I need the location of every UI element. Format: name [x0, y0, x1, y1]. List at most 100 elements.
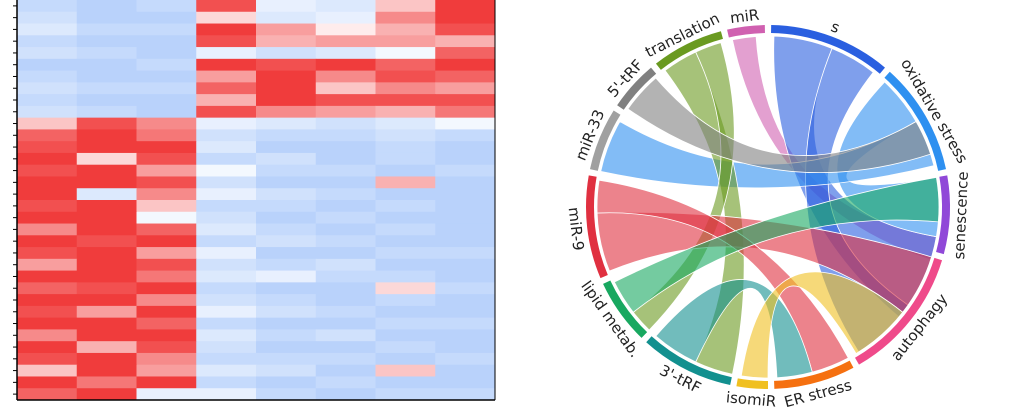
- heatmap-cell: [256, 258, 317, 272]
- heatmap-cell: [256, 94, 317, 107]
- heatmap-cell: [375, 388, 436, 401]
- heatmap-cell: [196, 129, 257, 142]
- chord-segment: [655, 31, 723, 70]
- heatmap-cell: [315, 341, 376, 354]
- heatmap-cell: [435, 105, 496, 119]
- heatmap-cell: [315, 141, 376, 154]
- heatmap-cell: [315, 364, 376, 377]
- heatmap-cell: [17, 94, 78, 107]
- segment-label: miR: [729, 6, 760, 27]
- heatmap-cell: [76, 164, 137, 177]
- heatmap-cell: [315, 35, 376, 48]
- heatmap-cell: [196, 317, 257, 330]
- heatmap-cell: [136, 247, 197, 260]
- heatmap-cell: [136, 35, 197, 48]
- heatmap-cell: [256, 282, 317, 295]
- heatmap-cell: [315, 388, 376, 401]
- heatmap-cell: [315, 152, 376, 166]
- heatmap-cell: [375, 305, 436, 319]
- heatmap-cell: [256, 152, 317, 166]
- heatmap-cell: [136, 117, 197, 130]
- heatmap-cell: [315, 82, 376, 95]
- heatmap-cell: [256, 70, 317, 83]
- heatmap-cell: [76, 270, 137, 283]
- heatmap-cell: [136, 105, 197, 119]
- heatmap-cell: [315, 58, 376, 72]
- heatmap-cell: [375, 247, 436, 260]
- chord-segment: [736, 378, 768, 389]
- heatmap-cell: [315, 329, 376, 342]
- heatmap-cell: [435, 258, 496, 272]
- chord-segment: [855, 257, 943, 365]
- heatmap-cell: [136, 258, 197, 272]
- heatmap-cell: [435, 0, 496, 13]
- heatmap-cell: [196, 11, 257, 25]
- heatmap-cell: [315, 247, 376, 260]
- heatmap-cell: [435, 129, 496, 142]
- heatmap-cell: [315, 235, 376, 248]
- heatmap-cell: [435, 317, 496, 330]
- heatmap-cell: [435, 211, 496, 225]
- heatmap-cell: [315, 223, 376, 236]
- heatmap-cell: [256, 388, 317, 401]
- heatmap-cell: [435, 23, 496, 36]
- heatmap-cell: [17, 223, 78, 236]
- heatmap-cell: [17, 58, 78, 72]
- heatmap-cell: [315, 376, 376, 389]
- heatmap-cell: [76, 282, 137, 295]
- heatmap-cell: [76, 117, 137, 130]
- heatmap-cell: [76, 11, 137, 25]
- segment-label: miR-9: [565, 206, 588, 251]
- heatmap-cell: [315, 294, 376, 307]
- heatmap-cell: [375, 270, 436, 283]
- heatmap-cell: [136, 0, 197, 13]
- heatmap-cell: [17, 176, 78, 189]
- heatmap-cell: [435, 223, 496, 236]
- heatmap-cell: [375, 223, 436, 236]
- heatmap-cell: [136, 282, 197, 295]
- chord-link: [613, 176, 940, 313]
- heatmap-cell: [76, 82, 137, 95]
- heatmap-cell: [136, 223, 197, 236]
- heatmap-cell: [435, 388, 496, 401]
- heatmap-cell: [136, 47, 197, 60]
- heatmap-cell: [76, 35, 137, 48]
- chord-segment: [589, 110, 621, 171]
- heatmap-cell: [435, 341, 496, 354]
- heatmap-cell: [196, 270, 257, 283]
- heatmap-cell: [315, 305, 376, 319]
- chord-segment: [586, 175, 608, 279]
- heatmap-cell: [196, 23, 257, 36]
- heatmap-cell: [375, 0, 436, 13]
- heatmap-cell: [136, 188, 197, 201]
- heatmap-cell: [17, 105, 78, 119]
- heatmap-cell: [375, 352, 436, 366]
- heatmap-cell: [76, 388, 137, 401]
- heatmap-cell: [256, 235, 317, 248]
- heatmap-cell: [196, 247, 257, 260]
- heatmap-cell: [435, 164, 496, 177]
- heatmap-cell: [256, 341, 317, 354]
- heatmap-cell: [76, 223, 137, 236]
- heatmap-cell: [375, 188, 436, 201]
- heatmap-cell: [375, 105, 436, 119]
- heatmap-cell: [136, 176, 197, 189]
- heatmap-cell: [315, 258, 376, 272]
- heatmap-cell: [17, 35, 78, 48]
- heatmap-cell: [256, 105, 317, 119]
- heatmap-cell: [256, 247, 317, 260]
- heatmap-cell: [17, 376, 78, 389]
- heatmap-cell: [76, 129, 137, 142]
- heatmap-cell: [256, 47, 317, 60]
- heatmap-cell: [375, 117, 436, 130]
- heatmap-cell: [76, 70, 137, 83]
- heatmap-cell: [76, 258, 137, 272]
- heatmap-cell: [435, 294, 496, 307]
- heatmap-cell: [196, 352, 257, 366]
- heatmap-cell: [196, 35, 257, 48]
- heatmap-cell: [435, 94, 496, 107]
- heatmap-cell: [76, 317, 137, 330]
- heatmap-cell: [375, 235, 436, 248]
